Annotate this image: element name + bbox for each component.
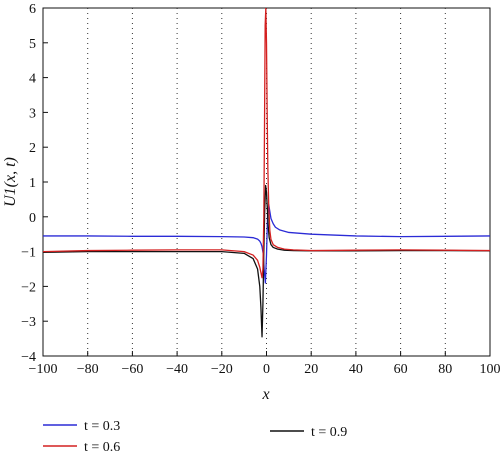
x-tick-label: 100 — [480, 362, 500, 377]
x-tick-label: 80 — [438, 362, 452, 377]
legend: t = 0.3 t = 0.6 t = 0.9 — [43, 419, 347, 454]
y-axis-label: U1(x, t) — [2, 157, 19, 207]
y-tick-label: 2 — [29, 141, 36, 156]
x-tick-label: −100 — [29, 362, 58, 377]
y-tick-label: 3 — [29, 106, 36, 121]
x-tick-label: −20 — [211, 362, 233, 377]
y-tick-label: −3 — [21, 315, 36, 330]
x-tick-label: 40 — [349, 362, 363, 377]
x-axis-label: x — [261, 386, 269, 403]
legend-label-3: t = 0.9 — [311, 425, 347, 440]
y-tick-label: −2 — [21, 280, 36, 295]
y-tick-label: 0 — [29, 211, 36, 226]
axis-ticks: −100 −80 −60 −40 −20 0 20 40 60 80 100 −4 −3 −2 −1 0 1 2 3… — [21, 2, 500, 377]
y-tick-label: 1 — [29, 176, 36, 191]
series-lines — [43, 8, 490, 338]
x-tick-label: −80 — [77, 362, 99, 377]
x-tick-label: 0 — [263, 362, 270, 377]
x-tick-label: 60 — [394, 362, 408, 377]
x-tick-label: −40 — [166, 362, 188, 377]
y-tick-label: 6 — [29, 2, 36, 17]
series-line-1 — [43, 203, 490, 284]
legend-label-1: t = 0.3 — [84, 419, 120, 434]
x-tick-label: −60 — [121, 362, 143, 377]
grid — [87, 8, 446, 356]
y-tick-label: 5 — [29, 37, 36, 52]
x-tick-label: 20 — [304, 362, 318, 377]
y-tick-label: −4 — [21, 350, 36, 365]
series-line-2 — [43, 8, 490, 279]
y-tick-label: 4 — [29, 72, 36, 87]
legend-label-2: t = 0.6 — [84, 440, 120, 454]
y-tick-label: −1 — [21, 246, 36, 261]
